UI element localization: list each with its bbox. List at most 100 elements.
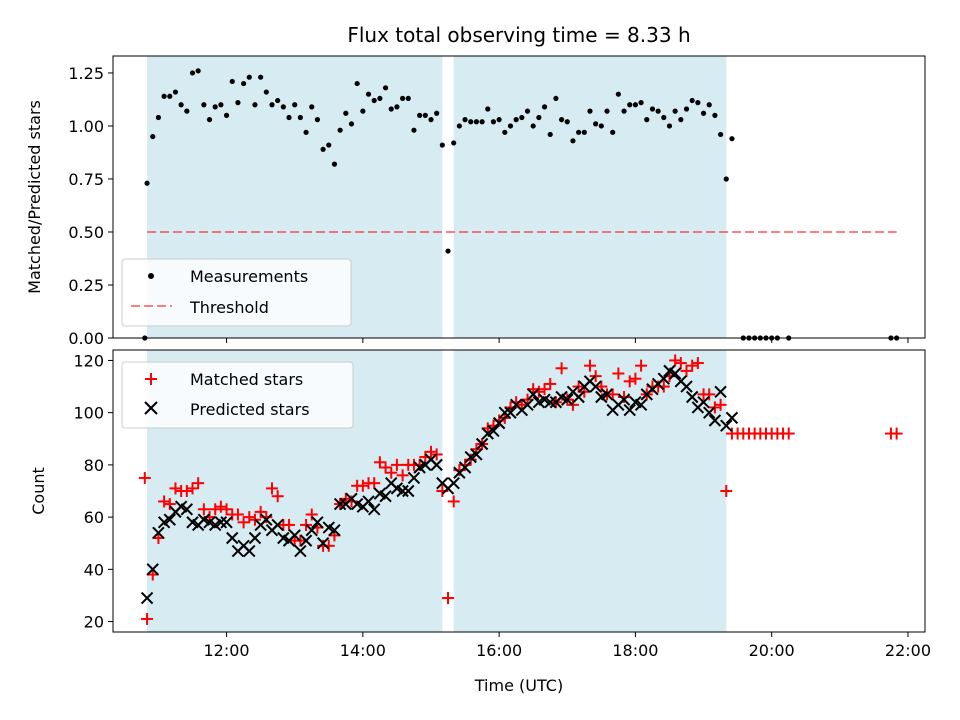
predicted-point: [634, 398, 648, 412]
matched-point: [612, 367, 625, 380]
matched-point: [669, 354, 682, 367]
matched-point: [629, 372, 642, 385]
measurement-point: [479, 119, 485, 125]
predicted-point: [396, 484, 409, 498]
matched-point: [583, 359, 596, 372]
measurement-point: [672, 108, 678, 114]
bottom-panel: 20 40 60 80 100 120 12:00 14:00 16:00 18:00 20:00…: [29, 349, 931, 695]
measurement-point: [212, 104, 218, 110]
matched-point: [180, 485, 193, 497]
measurement-point: [576, 129, 582, 135]
top-y-ticks: 0.00 0.25 0.50 0.75 1.00 1.25: [68, 64, 113, 348]
matched-point: [283, 518, 296, 531]
measurement-point: [377, 95, 383, 102]
predicted-point: [708, 414, 722, 427]
matched-point: [544, 377, 557, 390]
measurement-point: [246, 74, 252, 80]
measurement-point: [223, 112, 230, 118]
measurement-point: [422, 112, 428, 118]
predicted-point: [248, 531, 262, 545]
predicted-point: [214, 516, 228, 529]
measurement-point: [144, 180, 150, 186]
matched-point: [368, 477, 381, 490]
matched-point: [305, 508, 318, 521]
measurement-point: [689, 97, 695, 104]
measurement-point: [729, 136, 735, 142]
matched-point: [169, 482, 182, 495]
measurement-point: [485, 106, 491, 112]
measurement-point: [331, 161, 338, 167]
matched-point: [635, 359, 648, 372]
predicted-point: [220, 516, 233, 529]
top-legend-box: [121, 258, 352, 327]
matched-point: [680, 364, 693, 377]
x-tick-label: 20:00: [749, 641, 795, 660]
matched-point: [243, 511, 256, 524]
measurement-point: [161, 93, 167, 99]
matched-point: [209, 503, 222, 516]
measurement-point: [178, 102, 184, 108]
predicted-point: [288, 529, 301, 542]
measurement-point: [513, 117, 519, 123]
measurement-point: [399, 95, 406, 102]
measurement-point: [604, 108, 610, 114]
matched-point: [265, 482, 278, 495]
matched-point: [691, 357, 704, 370]
measurement-point: [564, 119, 570, 125]
matched-point: [623, 375, 636, 388]
matched-point: [396, 469, 409, 482]
matched-point: [163, 498, 176, 511]
x-tick-label: 22:00: [885, 641, 931, 660]
measurement-point: [700, 110, 707, 116]
measurement-point: [678, 117, 684, 123]
chart-title: Flux total observing time = 8.33 h: [347, 23, 690, 47]
predicted-point: [526, 388, 540, 401]
matched-point: [373, 456, 386, 469]
predicted-point: [470, 448, 483, 461]
predicted-point: [379, 490, 392, 503]
measurement-point: [382, 85, 389, 91]
predicted-point: [333, 497, 347, 511]
matched-point: [237, 516, 250, 529]
measurement-point: [655, 108, 661, 114]
predicted-point: [492, 416, 506, 430]
measurement-point: [417, 112, 423, 118]
predicted-point: [504, 406, 517, 419]
measurement-point: [621, 108, 627, 114]
predicted-point: [316, 537, 330, 550]
predicted-point: [697, 396, 710, 409]
measurement-point: [683, 106, 690, 112]
measurement-point: [558, 117, 565, 123]
matched-point: [192, 477, 205, 490]
matched-point: [686, 359, 699, 372]
measurement-point: [292, 102, 298, 108]
measurement-point: [394, 104, 400, 110]
predicted-stars-series: [140, 364, 739, 605]
predicted-point: [146, 563, 159, 576]
measurement-point: [275, 97, 281, 104]
matched-point: [538, 383, 551, 396]
measurement-point: [167, 93, 173, 99]
predicted-point: [720, 419, 733, 432]
measurement-point: [712, 112, 718, 118]
measurement-point: [241, 80, 247, 87]
measurement-point: [405, 95, 411, 102]
predicted-point: [458, 461, 472, 474]
predicted-point: [561, 393, 574, 406]
predicted-point: [305, 523, 318, 537]
measurement-point: [570, 138, 576, 144]
x-tick-label: 14:00: [340, 641, 386, 660]
y-tick-label: 40: [84, 560, 104, 579]
measurement-point: [320, 146, 326, 152]
predicted-point: [544, 396, 557, 409]
top-legend: Measurements Threshold: [121, 258, 352, 327]
measurement-point: [615, 91, 621, 97]
measurement-point: [434, 110, 440, 116]
measurement-point: [309, 104, 315, 110]
predicted-point: [657, 372, 671, 385]
matched-point: [390, 458, 403, 471]
matched-point: [141, 612, 154, 625]
measurement-point: [541, 104, 548, 110]
predicted-point: [299, 534, 313, 547]
matched-point: [379, 461, 392, 474]
